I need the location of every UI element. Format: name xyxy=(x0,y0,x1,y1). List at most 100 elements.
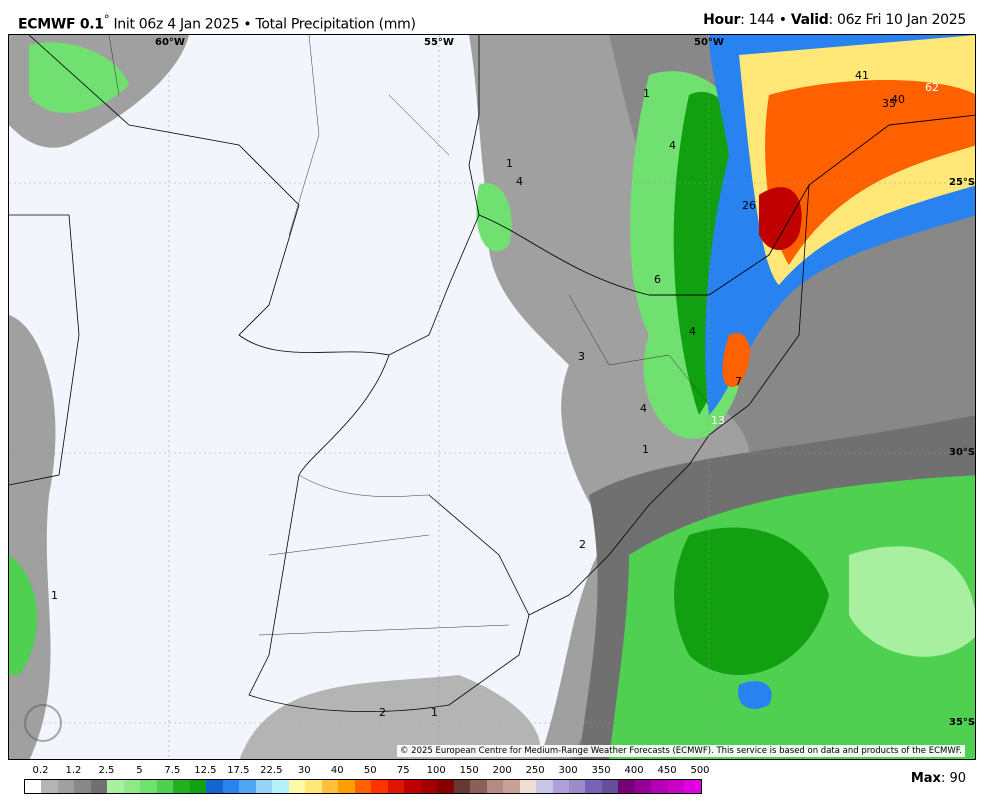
lat-label: 30°S xyxy=(949,447,975,458)
colorbar-swatch xyxy=(123,780,141,793)
colorbar-swatch xyxy=(288,780,306,793)
colorbar-swatch xyxy=(667,780,685,793)
gridlines xyxy=(9,35,975,759)
colorbar-swatch xyxy=(486,780,504,793)
colorbar-swatch xyxy=(90,780,108,793)
point-value: 40 xyxy=(891,93,905,106)
colorbar-label: 22.5 xyxy=(260,765,283,776)
colorbar-swatch xyxy=(568,780,586,793)
point-value: 4 xyxy=(516,175,523,188)
colorbar-swatch xyxy=(634,780,652,793)
point-values: 41 62 35 40 26 4 1 4 6 4 3 4 13 7 1 2 1 … xyxy=(51,69,939,719)
precip-field xyxy=(9,35,975,759)
colorbar-swatch xyxy=(519,780,537,793)
precipitation-map: 60°W 55°W 50°W 25°S 30°S 35°S 41 62 35 4… xyxy=(8,34,976,760)
point-value: 7 xyxy=(735,375,742,388)
colorbar-swatch xyxy=(470,780,487,793)
colorbar-swatch xyxy=(651,780,668,793)
point-value: 4 xyxy=(640,402,647,415)
colorbar-label: 50 xyxy=(363,765,377,776)
colorbar-label: 250 xyxy=(525,765,545,776)
valid-time: Hour: 144 • Valid: 06z Fri 10 Jan 2025 xyxy=(703,12,966,28)
colorbar-swatch xyxy=(57,780,75,793)
colorbar-label: 200 xyxy=(492,765,512,776)
colorbar-swatch xyxy=(453,780,471,793)
colorbar-swatch xyxy=(420,780,438,793)
colorbar-swatch xyxy=(371,780,388,793)
colorbar-swatch xyxy=(321,780,339,793)
colorbar-swatch xyxy=(536,780,553,793)
point-value: 2 xyxy=(379,706,386,719)
colorbar-label: 7.5 xyxy=(164,765,181,776)
lon-label: 50°W xyxy=(694,37,724,48)
point-value: 3 xyxy=(578,350,585,363)
colorbar-label: 450 xyxy=(657,765,677,776)
colorbar-labels: 0.2 1.2 2.5 5 7.5 12.5 17.5 22.5 30 40 50 75 100 150 2… xyxy=(24,765,710,777)
colorbar-swatch xyxy=(222,780,240,793)
colorbar-swatch xyxy=(272,780,289,793)
colorbar-swatch xyxy=(255,780,273,793)
lat-label: 35°S xyxy=(949,717,975,728)
colorbar-swatch xyxy=(585,780,602,793)
point-value: 1 xyxy=(431,706,438,719)
point-value: 13 xyxy=(711,414,725,427)
point-value: 35 xyxy=(882,97,896,110)
colorbar xyxy=(24,779,702,794)
colorbar-swatch xyxy=(601,780,619,793)
colorbar-swatch xyxy=(618,780,635,793)
copyright-notice: © 2025 European Centre for Medium-Range … xyxy=(396,745,965,757)
colorbar-swatch xyxy=(206,780,223,793)
colorbar-swatch xyxy=(354,780,372,793)
colorbar-swatch xyxy=(189,780,207,793)
colorbar-swatch xyxy=(404,780,421,793)
point-value: 1 xyxy=(643,87,650,100)
colorbar-swatch xyxy=(156,780,174,793)
colorbar-swatch xyxy=(338,780,355,793)
colorbar-label: 300 xyxy=(558,765,578,776)
colorbar-label: 400 xyxy=(624,765,644,776)
colorbar-label: 150 xyxy=(459,765,479,776)
colorbar-swatch xyxy=(684,780,701,793)
colorbar-label: 100 xyxy=(426,765,446,776)
point-value: 2 xyxy=(579,538,586,551)
colorbar-label: 5 xyxy=(136,765,143,776)
colorbar-swatch xyxy=(305,780,322,793)
point-value: 41 xyxy=(855,69,869,82)
point-value: 1 xyxy=(51,589,58,602)
colorbar-label: 500 xyxy=(690,765,710,776)
point-value: 26 xyxy=(742,199,756,212)
colorbar-swatch xyxy=(239,780,256,793)
political-boundaries xyxy=(9,35,975,712)
point-value: 6 xyxy=(654,273,661,286)
point-value: 4 xyxy=(689,325,696,338)
colorbar-swatch xyxy=(25,780,42,793)
colorbar-swatch xyxy=(387,780,405,793)
colorbar-label: 17.5 xyxy=(227,765,250,776)
point-value: 62 xyxy=(925,81,939,94)
point-value: 1 xyxy=(506,157,513,170)
colorbar-label: 0.2 xyxy=(32,765,49,776)
point-value: 4 xyxy=(669,139,676,152)
colorbar-label: 30 xyxy=(297,765,311,776)
colorbar-label: 12.5 xyxy=(194,765,217,776)
colorbar-label: 75 xyxy=(396,765,410,776)
colorbar-swatch xyxy=(173,780,190,793)
colorbar-label: 40 xyxy=(330,765,344,776)
colorbar-swatch xyxy=(140,780,157,793)
colorbar-label: 2.5 xyxy=(98,765,115,776)
map-canvas: 60°W 55°W 50°W 25°S 30°S 35°S 41 62 35 4… xyxy=(9,35,975,759)
point-value: 1 xyxy=(642,443,649,456)
colorbar-swatch xyxy=(503,780,520,793)
colorbar-swatch xyxy=(41,780,58,793)
weatherbell-logo xyxy=(24,704,62,742)
lat-label: 25°S xyxy=(949,177,975,188)
colorbar-swatch xyxy=(552,780,569,793)
map-title: ECMWF 0.1° Init 06z 4 Jan 2025 • Total P… xyxy=(18,12,416,33)
lon-label: 55°W xyxy=(424,37,454,48)
colorbar-swatch xyxy=(437,780,454,793)
max-value: Max: 90 xyxy=(910,771,966,786)
colorbar-swatch xyxy=(107,780,124,793)
lon-label: 60°W xyxy=(155,37,185,48)
colorbar-label: 1.2 xyxy=(65,765,82,776)
colorbar-label: 350 xyxy=(591,765,611,776)
